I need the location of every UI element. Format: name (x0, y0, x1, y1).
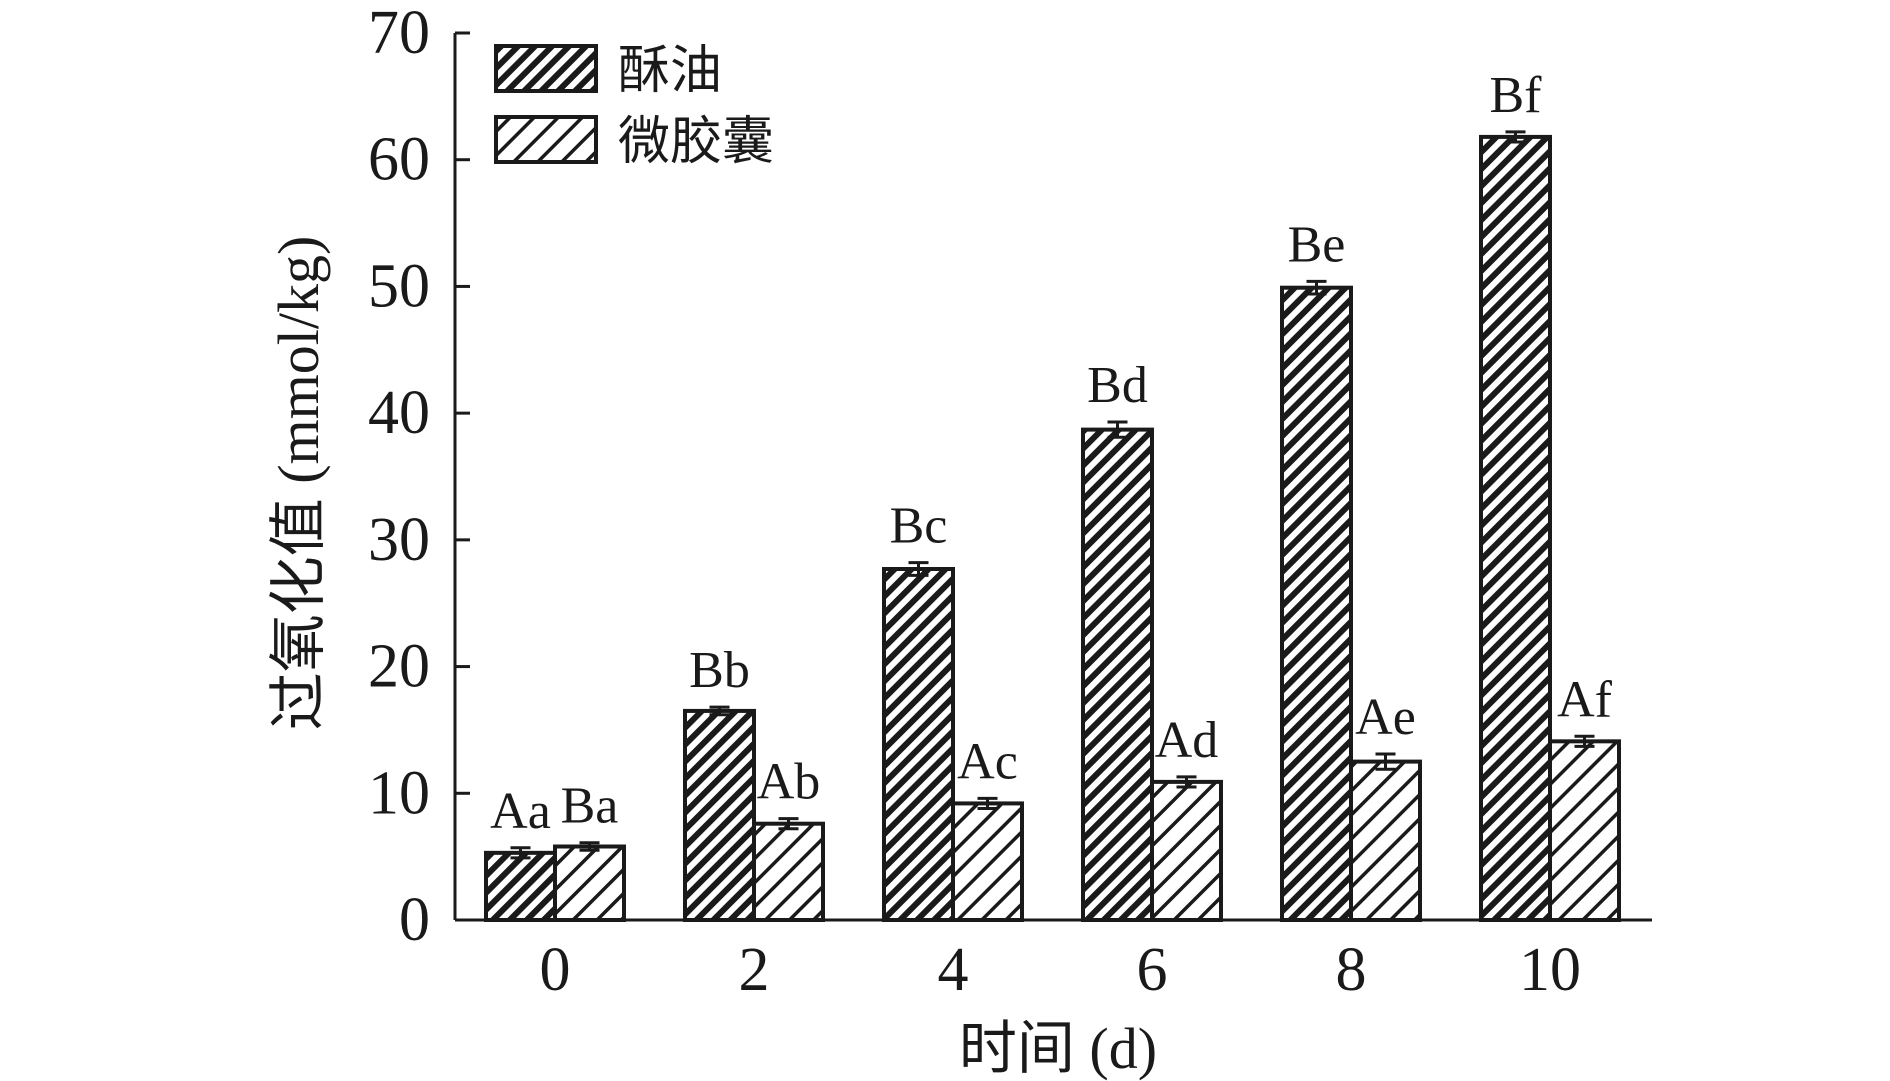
y-tick-label: 70 (368, 0, 430, 67)
data-label: Ad (1155, 712, 1219, 769)
legend-swatch-dense (494, 44, 598, 93)
bar-series-1 (683, 708, 756, 923)
data-label: Bb (689, 642, 750, 699)
data-label: Bf (1490, 67, 1543, 124)
data-label: Ac (957, 733, 1018, 790)
y-tick-label: 0 (399, 886, 430, 954)
y-tick-label: 60 (368, 126, 430, 194)
x-tick-label: 10 (1519, 936, 1581, 1004)
y-axis-label: 过氧化值 (mmol/kg) (266, 236, 331, 731)
bar-series-1 (484, 850, 557, 922)
x-tick-label: 8 (1336, 936, 1367, 1004)
data-label: Ae (1355, 689, 1416, 746)
bar-series-2 (553, 844, 626, 923)
data-label: Ba (561, 778, 619, 835)
data-label: Bd (1087, 357, 1148, 414)
data-label: Af (1557, 671, 1613, 728)
x-tick-label: 2 (739, 936, 770, 1004)
bar-series-1 (1081, 427, 1154, 922)
data-label: Be (1288, 216, 1346, 273)
bar-series-1 (1280, 285, 1353, 922)
x-axis-label: 时间 (d) (959, 1016, 1157, 1081)
legend-label-series-2: 微胶囊 (618, 114, 774, 171)
bar-series-2 (1548, 739, 1621, 923)
x-tick-label: 0 (540, 936, 571, 1004)
legend-label-series-1: 酥油 (618, 43, 722, 100)
y-tick-label: 50 (368, 252, 430, 320)
data-label: Aa (490, 783, 551, 840)
data-label: Ab (757, 754, 821, 811)
y-tick-label: 10 (368, 759, 430, 827)
bar-series-1 (882, 567, 955, 922)
legend-swatch-sparse (494, 115, 598, 164)
y-tick-label: 40 (368, 379, 430, 447)
bar-series-2 (752, 821, 825, 922)
data-label: Bc (890, 498, 948, 555)
bar-series-2 (951, 801, 1024, 922)
x-tick-label: 6 (1137, 936, 1168, 1004)
y-tick-label: 20 (368, 633, 430, 701)
bar-series-2 (1349, 759, 1422, 922)
bar-series-1 (1479, 134, 1552, 923)
x-tick-label: 4 (938, 936, 969, 1004)
legend: 酥油 微胶囊 (494, 43, 774, 171)
bar-series-2 (1150, 779, 1223, 922)
y-tick-label: 30 (368, 506, 430, 574)
